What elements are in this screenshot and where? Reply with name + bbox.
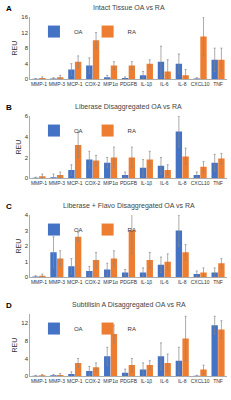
svg-text:IL-1β: IL-1β	[141, 279, 153, 285]
svg-text:PDGFB: PDGFB	[120, 81, 138, 87]
svg-text:OA: OA	[74, 227, 83, 233]
svg-text:IL-6: IL-6	[160, 180, 169, 186]
svg-text:IL-1β: IL-1β	[141, 378, 153, 384]
svg-text:0: 0	[25, 373, 29, 379]
svg-text:MMP-3: MMP-3	[49, 81, 65, 87]
svg-text:MMP-1: MMP-1	[31, 279, 47, 285]
svg-text:IL-1β: IL-1β	[141, 81, 153, 87]
svg-text:REU: REU	[15, 239, 22, 254]
svg-text:OA: OA	[74, 29, 83, 35]
svg-text:IL-8: IL-8	[178, 180, 187, 186]
svg-text:12: 12	[21, 320, 28, 326]
svg-text:IL-6: IL-6	[160, 81, 169, 87]
svg-text:IL-6: IL-6	[160, 279, 169, 285]
svg-text:4: 4	[25, 61, 29, 67]
svg-text:REU: REU	[15, 140, 22, 155]
svg-text:TNF: TNF	[213, 378, 223, 384]
svg-text:REU: REU	[11, 338, 18, 353]
svg-text:0: 0	[25, 274, 29, 280]
svg-text:3: 3	[25, 228, 29, 234]
svg-text:IL-8: IL-8	[178, 81, 187, 87]
svg-text:RA: RA	[128, 128, 136, 134]
svg-text:MCP-1: MCP-1	[67, 279, 83, 285]
svg-text:IL-8: IL-8	[178, 279, 187, 285]
svg-text:12: 12	[21, 30, 28, 36]
svg-text:MCP-1: MCP-1	[67, 378, 83, 384]
svg-text:4: 4	[25, 356, 29, 362]
svg-text:8: 8	[25, 45, 29, 51]
svg-text:1: 1	[25, 259, 29, 265]
svg-text:MCP-1: MCP-1	[67, 81, 83, 87]
svg-text:0: 0	[25, 76, 29, 82]
svg-text:CXCL10: CXCL10	[191, 378, 210, 384]
svg-text:IL-6: IL-6	[160, 378, 169, 384]
svg-text:COX-2: COX-2	[85, 81, 101, 87]
svg-text:8: 8	[25, 338, 29, 344]
svg-text:OA: OA	[74, 128, 83, 134]
svg-text:6: 6	[25, 113, 29, 119]
svg-text:Liberase + Flavo Disaggregated: Liberase + Flavo Disaggregated OA vs RA	[63, 202, 195, 210]
svg-text:C: C	[6, 202, 12, 211]
svg-text:RA: RA	[128, 227, 136, 233]
svg-text:PDGFB: PDGFB	[120, 378, 138, 384]
svg-text:OA: OA	[74, 326, 83, 332]
svg-text:PDGFB: PDGFB	[120, 279, 138, 285]
svg-text:COX-2: COX-2	[85, 279, 101, 285]
svg-text:MMP-1: MMP-1	[31, 81, 47, 87]
svg-text:PDGFB: PDGFB	[120, 180, 138, 186]
svg-text:2: 2	[25, 243, 29, 249]
svg-text:MMP-3: MMP-3	[49, 279, 65, 285]
svg-text:MMP-3: MMP-3	[49, 378, 65, 384]
svg-text:RA: RA	[128, 326, 136, 332]
svg-text:Intact Tissue OA vs RA: Intact Tissue OA vs RA	[93, 4, 165, 11]
svg-text:COX-2: COX-2	[85, 378, 101, 384]
svg-text:IL-1β: IL-1β	[141, 180, 153, 186]
svg-text:MIP1α: MIP1α	[103, 180, 118, 186]
svg-text:CXCL10: CXCL10	[191, 180, 210, 186]
svg-text:Subtilisin A Disaggregated OA: Subtilisin A Disaggregated OA vs RA	[72, 301, 186, 309]
svg-text:COX-2: COX-2	[85, 180, 101, 186]
svg-text:MCP-1: MCP-1	[67, 180, 83, 186]
svg-text:16: 16	[21, 14, 28, 20]
svg-text:REU: REU	[11, 41, 18, 56]
svg-text:CXCL10: CXCL10	[191, 81, 210, 87]
svg-text:RA: RA	[128, 29, 136, 35]
svg-text:MMP-3: MMP-3	[49, 180, 65, 186]
svg-text:4: 4	[25, 212, 29, 218]
svg-text:MIP1α: MIP1α	[103, 279, 118, 285]
svg-text:TNF: TNF	[213, 279, 223, 285]
svg-text:TNF: TNF	[213, 180, 223, 186]
svg-text:CXCL10: CXCL10	[191, 279, 210, 285]
svg-text:A: A	[6, 4, 12, 13]
svg-text:MMP-1: MMP-1	[31, 180, 47, 186]
svg-text:2: 2	[25, 155, 29, 161]
svg-text:D: D	[6, 301, 12, 310]
svg-text:B: B	[6, 103, 12, 112]
svg-text:IL-8: IL-8	[178, 378, 187, 384]
svg-text:MIP1α: MIP1α	[103, 81, 118, 87]
svg-text:MMP-1: MMP-1	[31, 378, 47, 384]
svg-text:4: 4	[25, 134, 29, 140]
svg-text:TNF: TNF	[213, 81, 223, 87]
svg-text:0: 0	[25, 175, 29, 181]
svg-text:MIP1α: MIP1α	[103, 378, 118, 384]
svg-text:Liberase Disaggregated OA vs R: Liberase Disaggregated OA vs RA	[75, 103, 182, 111]
